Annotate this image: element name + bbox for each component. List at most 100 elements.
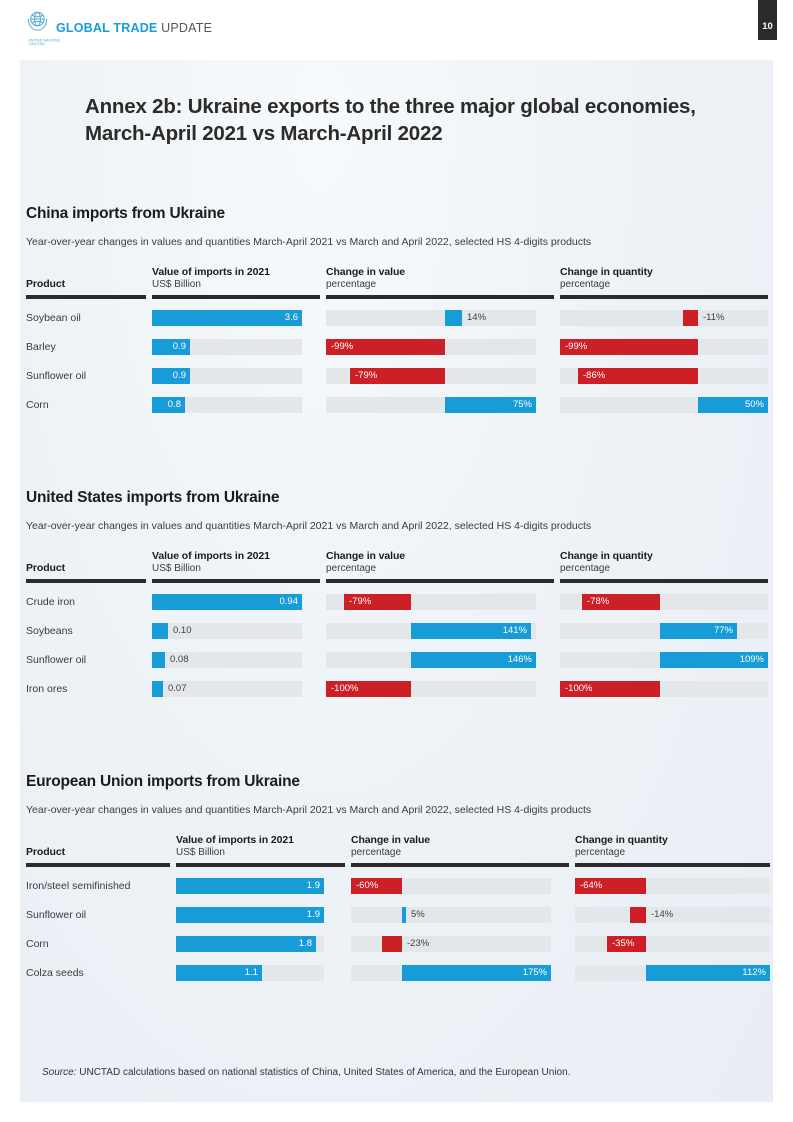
- chart-sections: China imports from Ukraine Year-over-yea…: [20, 205, 773, 987]
- product-label: Corn: [26, 937, 49, 950]
- column-header-product: Product: [26, 562, 146, 583]
- table-row: Sunflower oil 0.08 146% 109%: [26, 645, 773, 674]
- section-title: European Union imports from Ukraine: [26, 773, 300, 790]
- value-track: 3.6: [152, 309, 302, 326]
- content-panel: Annex 2b: Ukraine exports to the three m…: [20, 60, 773, 1102]
- change-value-cell: 5%: [351, 906, 569, 923]
- product-label: Soybean oil: [26, 311, 81, 324]
- bar-value-label: -79%: [355, 369, 378, 381]
- value-cell: 3.6: [152, 309, 320, 326]
- change-quantity-cell: -11%: [560, 309, 768, 326]
- table-row: Corn 0.8 75% 50%: [26, 390, 773, 419]
- change-quantity-track: -100%: [560, 680, 768, 697]
- bar-value-label: -86%: [583, 369, 606, 381]
- change-value-column-unit: percentage: [351, 847, 402, 858]
- value-bar: 0.9: [152, 367, 190, 384]
- section-subtitle: Year-over-year changes in values and qua…: [26, 804, 592, 816]
- value-track: 0.8: [152, 396, 302, 413]
- annex-title-line1: Annex 2b: Ukraine exports to the three m…: [85, 95, 696, 118]
- change-quantity-track: -64%: [575, 877, 770, 894]
- bar-value-label: -99%: [565, 340, 588, 352]
- change-quantity-bar: 50%: [698, 396, 768, 413]
- table-rows: Soybean oil 3.6 14% -11% Barley 0.9 -99% -99% Su…: [26, 299, 773, 419]
- change-quantity-track: 50%: [560, 396, 768, 413]
- product-column-label: Product: [26, 278, 65, 290]
- change-value-cell: -79%: [326, 593, 554, 610]
- bar-value-label: -99%: [331, 340, 354, 352]
- bar-value-label: 146%: [507, 653, 532, 665]
- logo-caption: UNITED NATIONS UNCTAD: [28, 39, 61, 47]
- change-quantity-bar: 77%: [660, 622, 737, 639]
- table-row: Iron ores 0.07 -100% -100%: [26, 674, 773, 703]
- change-quantity-cell: -100%: [560, 680, 768, 697]
- change-quantity-cell: -86%: [560, 367, 768, 384]
- bar-value-label: 14%: [467, 311, 487, 323]
- change-quantity-column-label: Change in quantity: [575, 834, 668, 846]
- value-bar: 1.9: [176, 877, 324, 894]
- section-title: China imports from Ukraine: [26, 205, 225, 222]
- change-value-bar: 75%: [445, 396, 536, 413]
- value-cell: 0.94: [152, 593, 320, 610]
- product-label: Corn: [26, 398, 49, 411]
- bar-value-label: -100%: [565, 682, 593, 694]
- change-value-cell: -60%: [351, 877, 569, 894]
- bar-value-label: -23%: [407, 937, 430, 949]
- table-row: Corn 1.8 -23% -35%: [26, 929, 773, 958]
- imports-section: European Union imports from Ukraine Year…: [26, 773, 773, 987]
- value-track: 0.08: [152, 651, 302, 668]
- table-row: Sunflower oil 0.9 -79% -86%: [26, 361, 773, 390]
- value-cell: 0.9: [152, 367, 320, 384]
- product-label: Barley: [26, 340, 56, 353]
- change-value-track: 175%: [351, 964, 551, 981]
- change-quantity-bar: [683, 309, 698, 326]
- table-row: Iron/steel semifinished 1.9 -60% -64%: [26, 871, 773, 900]
- change-value-cell: -100%: [326, 680, 554, 697]
- value-track: 1.9: [176, 906, 324, 923]
- column-header-product: Product: [26, 278, 146, 299]
- value-cell: 0.9: [152, 338, 320, 355]
- value-bar: [152, 622, 168, 639]
- value-track: 0.10: [152, 622, 302, 639]
- column-header-change-value: Change in value percentage: [326, 550, 554, 583]
- imports-section: China imports from Ukraine Year-over-yea…: [26, 205, 773, 419]
- change-value-bar: 146%: [411, 651, 536, 668]
- change-quantity-bar: -64%: [575, 877, 646, 894]
- un-emblem-icon: [27, 11, 47, 31]
- change-value-bar: -79%: [344, 593, 411, 610]
- bar-value-label: -64%: [580, 879, 603, 891]
- product-label: Colza seeds: [26, 966, 84, 979]
- bar-value-label: 3.6: [284, 311, 298, 323]
- change-value-cell: -99%: [326, 338, 554, 355]
- change-quantity-cell: -64%: [575, 877, 770, 894]
- value-cell: 1.1: [176, 964, 345, 981]
- value-bar: 0.94: [152, 593, 302, 610]
- change-value-bar: [445, 309, 462, 326]
- bar-value-label: 0.08: [170, 653, 189, 665]
- change-quantity-column-label: Change in quantity: [560, 550, 653, 562]
- change-value-bar: [382, 935, 402, 952]
- change-value-bar: -60%: [351, 877, 402, 894]
- table-row: Barley 0.9 -99% -99%: [26, 332, 773, 361]
- value-bar: 3.6: [152, 309, 302, 326]
- bar-value-label: 77%: [713, 624, 733, 636]
- bar-value-label: 1.9: [306, 879, 320, 891]
- change-value-column-label: Change in value: [351, 834, 431, 846]
- change-value-track: 5%: [351, 906, 551, 923]
- table-row: Soybeans 0.10 141% 77%: [26, 616, 773, 645]
- source-note: Source: UNCTAD calculations based on nat…: [42, 1067, 773, 1078]
- column-header-value: Value of imports in 2021 US$ Billion: [152, 266, 320, 299]
- product-column-label: Product: [26, 846, 65, 858]
- bar-value-label: -78%: [587, 595, 610, 607]
- product-label: Iron/steel semifinished: [26, 879, 131, 892]
- value-track: 0.9: [152, 338, 302, 355]
- bar-value-label: 1.8: [298, 937, 312, 949]
- bar-value-label: -35%: [612, 937, 635, 949]
- change-quantity-bar: -78%: [582, 593, 660, 610]
- product-label: Sunflower oil: [26, 908, 87, 921]
- section-subtitle: Year-over-year changes in values and qua…: [26, 520, 592, 532]
- change-value-cell: 14%: [326, 309, 554, 326]
- value-cell: 1.9: [176, 906, 345, 923]
- change-quantity-track: -14%: [575, 906, 770, 923]
- value-bar: 0.9: [152, 338, 190, 355]
- bar-value-label: 109%: [739, 653, 764, 665]
